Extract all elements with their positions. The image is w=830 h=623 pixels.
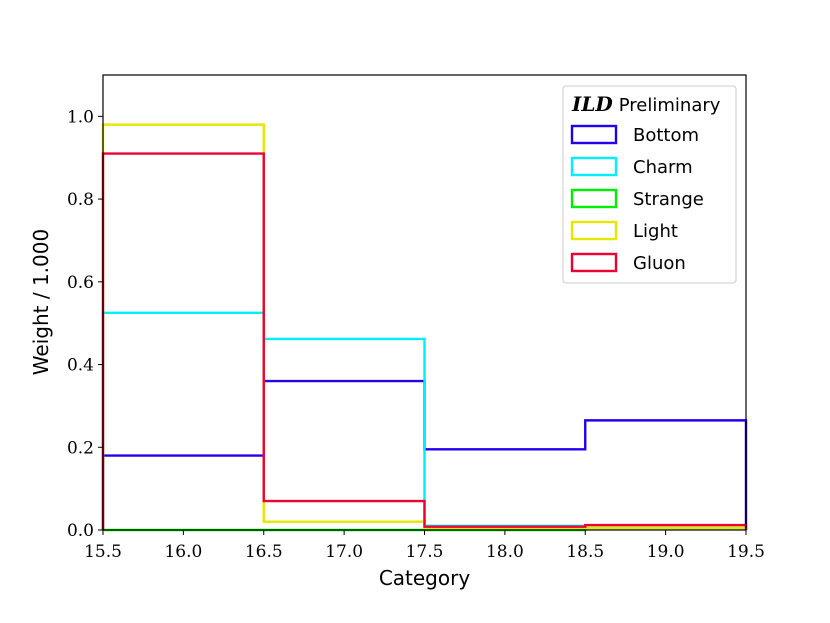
legend-title: ILD Preliminary xyxy=(571,92,721,116)
x-tick-label: 19.0 xyxy=(647,542,685,562)
legend-title-ild: ILD xyxy=(571,92,613,116)
legend: ILD Preliminary Bottom Charm Strange Light Gl… xyxy=(562,85,737,284)
legend-swatch-gluon xyxy=(570,252,618,273)
legend-title-preliminary: Preliminary xyxy=(619,95,721,116)
x-axis-label: Category xyxy=(379,566,471,590)
series-gluon-step xyxy=(101,152,748,530)
y-tick-label: 0.6 xyxy=(67,273,94,293)
x-tick-label: 17.5 xyxy=(406,542,444,562)
x-tick-label: 19.5 xyxy=(727,542,765,562)
x-tick-label: 15.5 xyxy=(84,542,122,562)
x-tick-label: 18.0 xyxy=(486,542,524,562)
y-tick-label: 0.2 xyxy=(67,438,94,458)
y-tick-label: 0.8 xyxy=(67,190,94,210)
y-tick-label: 0.0 xyxy=(67,521,94,541)
legend-label-charm: Charm xyxy=(633,157,693,178)
legend-box xyxy=(562,85,737,284)
ticks-layer: 15.5 16.0 16.5 17.0 17.5 18.0 18.5 19.0 19.5 0.0 0… xyxy=(67,107,765,562)
legend-label-bottom: Bottom xyxy=(633,125,699,146)
y-tick-label: 0.4 xyxy=(67,356,94,376)
legend-swatch-strange xyxy=(570,188,618,209)
legend-swatch-light xyxy=(570,220,618,241)
x-tick-label: 16.5 xyxy=(245,542,283,562)
y-tick-label: 1.0 xyxy=(67,107,94,127)
legend-label-gluon: Gluon xyxy=(633,253,686,274)
y-axis-label: Weight / 1.000 xyxy=(29,229,53,375)
legend-swatch-bottom xyxy=(570,124,618,145)
x-tick-label: 17.0 xyxy=(325,542,363,562)
x-tick-label: 18.5 xyxy=(566,542,604,562)
legend-label-strange: Strange xyxy=(633,189,704,210)
x-tick-label: 16.0 xyxy=(164,542,202,562)
legend-swatch-charm xyxy=(570,156,618,177)
legend-label-light: Light xyxy=(633,221,678,242)
